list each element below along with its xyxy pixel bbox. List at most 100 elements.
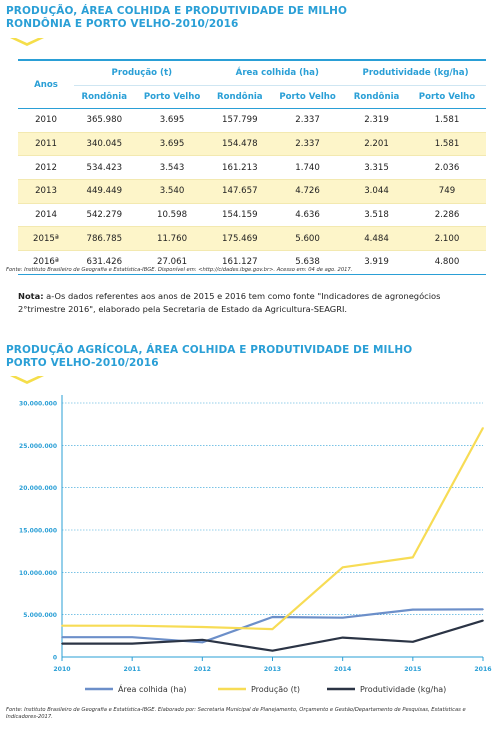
table-row: 2013 449.449 3.540 147.657 4.726 3.044 7… (18, 179, 486, 204)
cell: 2.319 (345, 108, 408, 133)
subheader-porto-velho: Porto Velho (270, 85, 346, 109)
x-tick-label: 2010 (53, 666, 71, 673)
table-note: Nota: a-Os dados referentes aos anos de … (18, 290, 488, 316)
y-tick-label: 0 (53, 655, 57, 662)
cell: 1.581 (408, 132, 486, 157)
x-tick-label: 2012 (194, 666, 211, 673)
cell: 4.636 (270, 203, 346, 228)
cell: 786.785 (74, 226, 135, 252)
data-point (482, 619, 484, 622)
cell: 5.600 (270, 226, 346, 252)
chart-source: Fonte: Instituto Brasileiro de Geografia… (6, 707, 466, 720)
data-point (131, 636, 133, 639)
y-tick-label: 20.000.000 (19, 485, 57, 492)
data-point (482, 608, 484, 611)
data-point (412, 608, 414, 611)
note-label: Nota: (18, 291, 44, 301)
data-point (482, 427, 484, 429)
cell: 3.315 (345, 155, 408, 181)
maize-production-table: Anos Produção (t) Área colhida (ha) Prod… (18, 59, 486, 275)
cell-year: 2016ª (18, 250, 74, 275)
cell: 534.423 (74, 155, 135, 181)
legend-label: Produtividade (kg/ha) (360, 685, 446, 694)
cell: 2.201 (345, 132, 408, 157)
cell: 1.740 (270, 155, 346, 181)
cell: 3.518 (345, 203, 408, 228)
chart-title-line2: PORTO VELHO-2010/2016 (6, 357, 159, 369)
cell: 2.286 (408, 203, 486, 228)
table-title-line2: RONDÔNIA E PORTO VELHO-2010/2016 (6, 18, 239, 30)
data-point (131, 642, 133, 645)
cell: 4.800 (408, 250, 486, 275)
subheader-porto-velho: Porto Velho (408, 85, 486, 109)
cell: 340.045 (74, 132, 135, 157)
x-tick-label: 2016 (474, 666, 491, 673)
x-tick-label: 2011 (124, 666, 141, 673)
cell: 1.581 (408, 108, 486, 133)
header-area: Área colhida (ha) (209, 59, 346, 86)
table-row: 2014 542.279 10.598 154.159 4.636 3.518 … (18, 203, 486, 228)
cell: 2.036 (408, 155, 486, 181)
cell: 154.159 (209, 203, 271, 228)
header-producao: Produção (t) (74, 59, 210, 86)
cell: 147.657 (209, 179, 271, 204)
cell: 749 (408, 179, 486, 204)
cell: 27.061 (134, 250, 210, 275)
cell: 542.279 (74, 203, 135, 228)
data-point (271, 628, 274, 630)
cell-year: 2013 (18, 179, 74, 204)
cell-year: 2011 (18, 132, 74, 157)
subheader-porto-velho: Porto Velho (134, 85, 210, 109)
data-point (271, 616, 274, 618)
cell: 3.695 (134, 108, 210, 133)
cell: 3.543 (134, 155, 210, 181)
chevron-down-icon (10, 38, 44, 46)
y-tick-label: 25.000.000 (19, 443, 57, 450)
cell: 5.638 (270, 250, 346, 275)
cell: 2.337 (270, 132, 346, 157)
cell: 2.100 (408, 226, 486, 252)
cell: 161.127 (209, 250, 271, 275)
cell: 3.044 (345, 179, 408, 204)
subheader-rondonia: Rondônia (209, 85, 271, 109)
table-row: 2016ª 631.426 27.061 161.127 5.638 3.919… (18, 250, 486, 275)
cell: 365.980 (74, 108, 135, 133)
table-row: 2011 340.045 3.695 154.478 2.337 2.201 1… (18, 132, 486, 157)
y-tick-label: 15.000.000 (19, 528, 57, 535)
header-anos: Anos (18, 59, 74, 109)
x-tick-label: 2013 (264, 666, 281, 673)
cell: 3.540 (134, 179, 210, 204)
cell-year: 2010 (18, 108, 74, 133)
data-point (201, 641, 204, 644)
cell: 154.478 (209, 132, 271, 157)
y-tick-label: 5.000.000 (23, 612, 57, 619)
cell: 161.213 (209, 155, 271, 181)
y-tick-label: 30.000.000 (19, 401, 57, 408)
data-point (341, 636, 344, 639)
table-source: Fonte: Instituto Brasileiro de Geografia… (6, 267, 353, 273)
cell: 449.449 (74, 179, 135, 204)
series-line-1 (62, 427, 484, 631)
cell: 11.760 (134, 226, 210, 252)
cell: 2.337 (270, 108, 346, 133)
subheader-rondonia: Rondônia (345, 85, 408, 109)
note-text: a-Os dados referentes aos anos de 2015 e… (18, 291, 441, 314)
data-point (412, 640, 414, 643)
x-tick-label: 2015 (404, 666, 421, 673)
x-tick-label: 2014 (334, 666, 352, 673)
chevron-down-icon (10, 376, 44, 384)
legend-label: Produção (t) (251, 685, 300, 694)
cell: 3.695 (134, 132, 210, 157)
cell: 10.598 (134, 203, 210, 228)
subheader-rondonia: Rondônia (74, 85, 135, 109)
cell: 4.484 (345, 226, 408, 252)
data-point (341, 616, 344, 619)
data-point (61, 642, 63, 645)
table-row: 2010 365.980 3.695 157.799 2.337 2.319 1… (18, 108, 486, 133)
cell: 157.799 (209, 108, 271, 133)
data-point (131, 624, 133, 627)
cell-year: 2015ª (18, 226, 74, 252)
data-point (341, 566, 344, 569)
chart-title-line1: PRODUÇÃO AGRÍCOLA, ÁREA COLHIDA E PRODUT… (6, 344, 413, 356)
legend-label: Área colhida (ha) (118, 683, 187, 694)
